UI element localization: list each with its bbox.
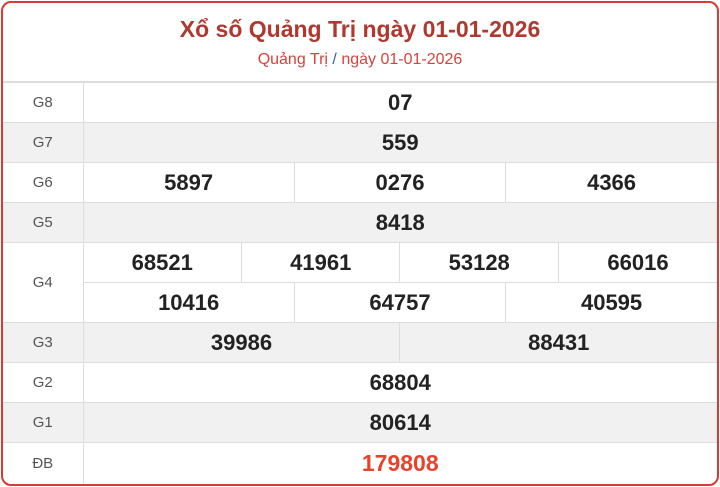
prize-number: 80614 — [82, 402, 717, 443]
prize-number: 64757 — [293, 282, 507, 323]
prize-number: 5897 — [82, 162, 295, 203]
prize-row-g4: G4 68521 41961 53128 66016 — [3, 242, 717, 323]
prize-number: 53128 — [399, 242, 559, 283]
prize-row-g7: G7 559 — [3, 122, 717, 163]
prize-number: 559 — [82, 122, 717, 163]
prize-number: 88431 — [399, 322, 717, 363]
prize-number: 4366 — [505, 162, 717, 203]
prize-label: G2 — [3, 362, 84, 403]
prize-number: 07 — [82, 82, 717, 123]
prize-label: G1 — [3, 402, 84, 443]
results-header: Xổ số Quảng Trị ngày 01-01-2026 Quảng Tr… — [3, 3, 717, 82]
prize-number: 40595 — [505, 282, 717, 323]
prize-number: 8418 — [82, 202, 717, 243]
prize-label: G6 — [3, 162, 84, 203]
prize-number: 41961 — [240, 242, 401, 283]
prize-number: 0276 — [293, 162, 507, 203]
prize-row-g1: G1 80614 — [3, 402, 717, 443]
breadcrumb-date-link[interactable]: ngày 01-01-2026 — [341, 51, 463, 68]
results-table: G8 07 G7 559 G6 5897 0276 4366 G5 8418 G4 68521… — [3, 82, 717, 484]
special-prize-number: 179808 — [82, 442, 717, 484]
breadcrumb-province-link[interactable]: Quảng Trị — [257, 51, 328, 68]
prize-label: G3 — [3, 322, 84, 363]
breadcrumb: Quảng Trị / ngày 01-01-2026 — [3, 51, 717, 69]
prize-number: 39986 — [82, 322, 401, 363]
prize-number: 66016 — [557, 242, 717, 283]
page-title: Xổ số Quảng Trị ngày 01-01-2026 — [179, 16, 541, 42]
prize-row-g8: G8 07 — [3, 82, 717, 123]
prize-label: G5 — [3, 202, 84, 243]
breadcrumb-separator: / — [332, 51, 337, 68]
prize-label: G4 — [3, 242, 84, 323]
prize-label: G8 — [3, 82, 84, 123]
prize-row-g3: G3 39986 88431 — [3, 322, 717, 363]
prize-row-g4-second: 10416 64757 40595 — [3, 282, 717, 323]
prize-row-g2: G2 68804 — [3, 362, 717, 403]
prize-number: 10416 — [82, 282, 295, 323]
prize-number: 68804 — [82, 362, 717, 403]
prize-row-special: ĐB 179808 — [3, 442, 717, 484]
prize-row-g5: G5 8418 — [3, 202, 717, 243]
prize-label: ĐB — [3, 442, 84, 484]
prize-label: G7 — [3, 122, 84, 163]
prize-row-g6: G6 5897 0276 4366 — [3, 162, 717, 203]
prize-number: 68521 — [82, 242, 242, 283]
